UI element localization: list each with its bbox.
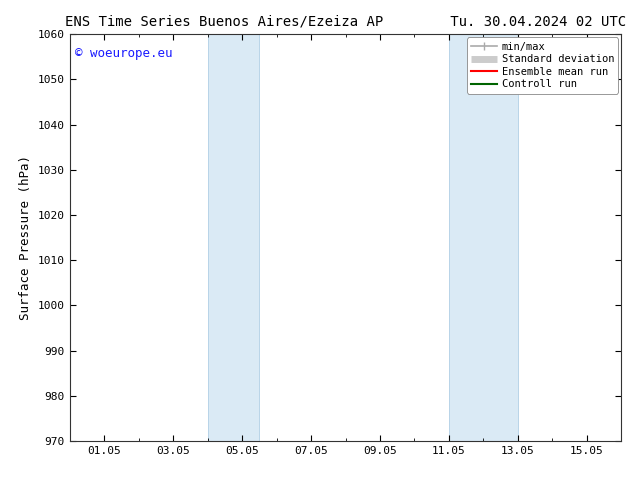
Y-axis label: Surface Pressure (hPa): Surface Pressure (hPa) — [19, 155, 32, 320]
Bar — [449, 34, 518, 441]
Title: ENS Time Series Buenos Aires/Ezeiza AP        Tu. 30.04.2024 02 UTC: ENS Time Series Buenos Aires/Ezeiza AP T… — [65, 15, 626, 29]
Bar — [207, 34, 259, 441]
Legend: min/max, Standard deviation, Ensemble mean run, Controll run: min/max, Standard deviation, Ensemble me… — [467, 37, 618, 94]
Text: © woeurope.eu: © woeurope.eu — [75, 47, 172, 59]
